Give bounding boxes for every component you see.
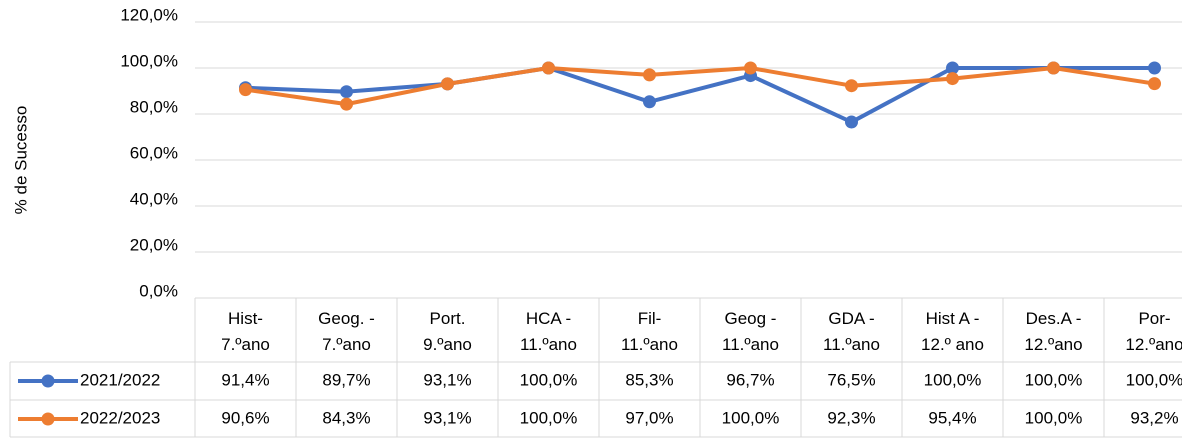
table-value: 93,2% (1130, 408, 1178, 427)
data-point (239, 83, 252, 97)
table-value: 89,7% (322, 370, 370, 389)
x-tick-label: Geog. -7.ºano (318, 309, 375, 354)
table-value: 96,7% (726, 370, 774, 389)
x-tick-label: HCA -11.ºano (520, 309, 577, 354)
data-point (946, 61, 959, 75)
table-value: 100,0% (1126, 370, 1182, 389)
x-tick-label: GDA -11.ºano (823, 309, 880, 354)
data-point (643, 68, 656, 82)
table-value: 92,3% (827, 408, 875, 427)
table-value: 100,0% (520, 370, 578, 389)
table-value: 84,3% (322, 408, 370, 427)
x-tick-label: Hist-7.ºano (221, 309, 270, 354)
y-tick-label: 100,0% (120, 51, 178, 70)
y-tick-label: 20,0% (130, 235, 178, 254)
table-value: 93,1% (423, 408, 471, 427)
data-point (1148, 77, 1161, 91)
data-point (340, 97, 353, 111)
table-value: 100,0% (520, 408, 578, 427)
data-point (340, 85, 353, 99)
legend-label: 2021/2022 (80, 370, 160, 389)
table-value: 93,1% (423, 370, 471, 389)
y-axis-label: % de Sucesso (11, 106, 30, 215)
legend-marker (41, 374, 55, 388)
table-value: 85,3% (625, 370, 673, 389)
x-tick-label: Port. 9.ºano (423, 309, 472, 354)
table-value: 100,0% (1025, 408, 1083, 427)
series-line (245, 66, 1155, 107)
x-tick-label: Hist A -12.º ano (921, 309, 984, 354)
data-point (643, 95, 656, 109)
x-tick-label: Geog -11.ºano (722, 309, 779, 354)
data-point (1148, 61, 1161, 75)
table-value: 90,6% (221, 408, 269, 427)
legend-label: 2022/2023 (80, 408, 160, 427)
legend-marker (41, 412, 55, 426)
table-value: 76,5% (827, 370, 875, 389)
table-value: 95,4% (928, 408, 976, 427)
y-tick-label: 40,0% (130, 189, 178, 208)
data-point (441, 77, 454, 91)
data-point (542, 61, 555, 75)
y-tick-label: 0,0% (139, 281, 178, 300)
data-point (845, 79, 858, 93)
series-line (245, 66, 1155, 125)
x-tick-label: Fil-11.ºano (621, 309, 678, 354)
table-value: 91,4% (221, 370, 269, 389)
data-point (845, 115, 858, 129)
y-tick-label: 60,0% (130, 143, 178, 162)
x-tick-label: Des.A -12.ºano (1024, 309, 1082, 354)
table-value: 100,0% (1025, 370, 1083, 389)
x-tick-label: Por-12.ºano (1125, 309, 1182, 354)
table-value: 100,0% (924, 370, 982, 389)
y-tick-label: 80,0% (130, 97, 178, 116)
data-point (744, 61, 757, 75)
table-value: 97,0% (625, 408, 673, 427)
data-point (1047, 61, 1060, 75)
table-value: 100,0% (722, 408, 780, 427)
y-tick-label: 120,0% (120, 5, 178, 24)
data-point (946, 72, 959, 86)
